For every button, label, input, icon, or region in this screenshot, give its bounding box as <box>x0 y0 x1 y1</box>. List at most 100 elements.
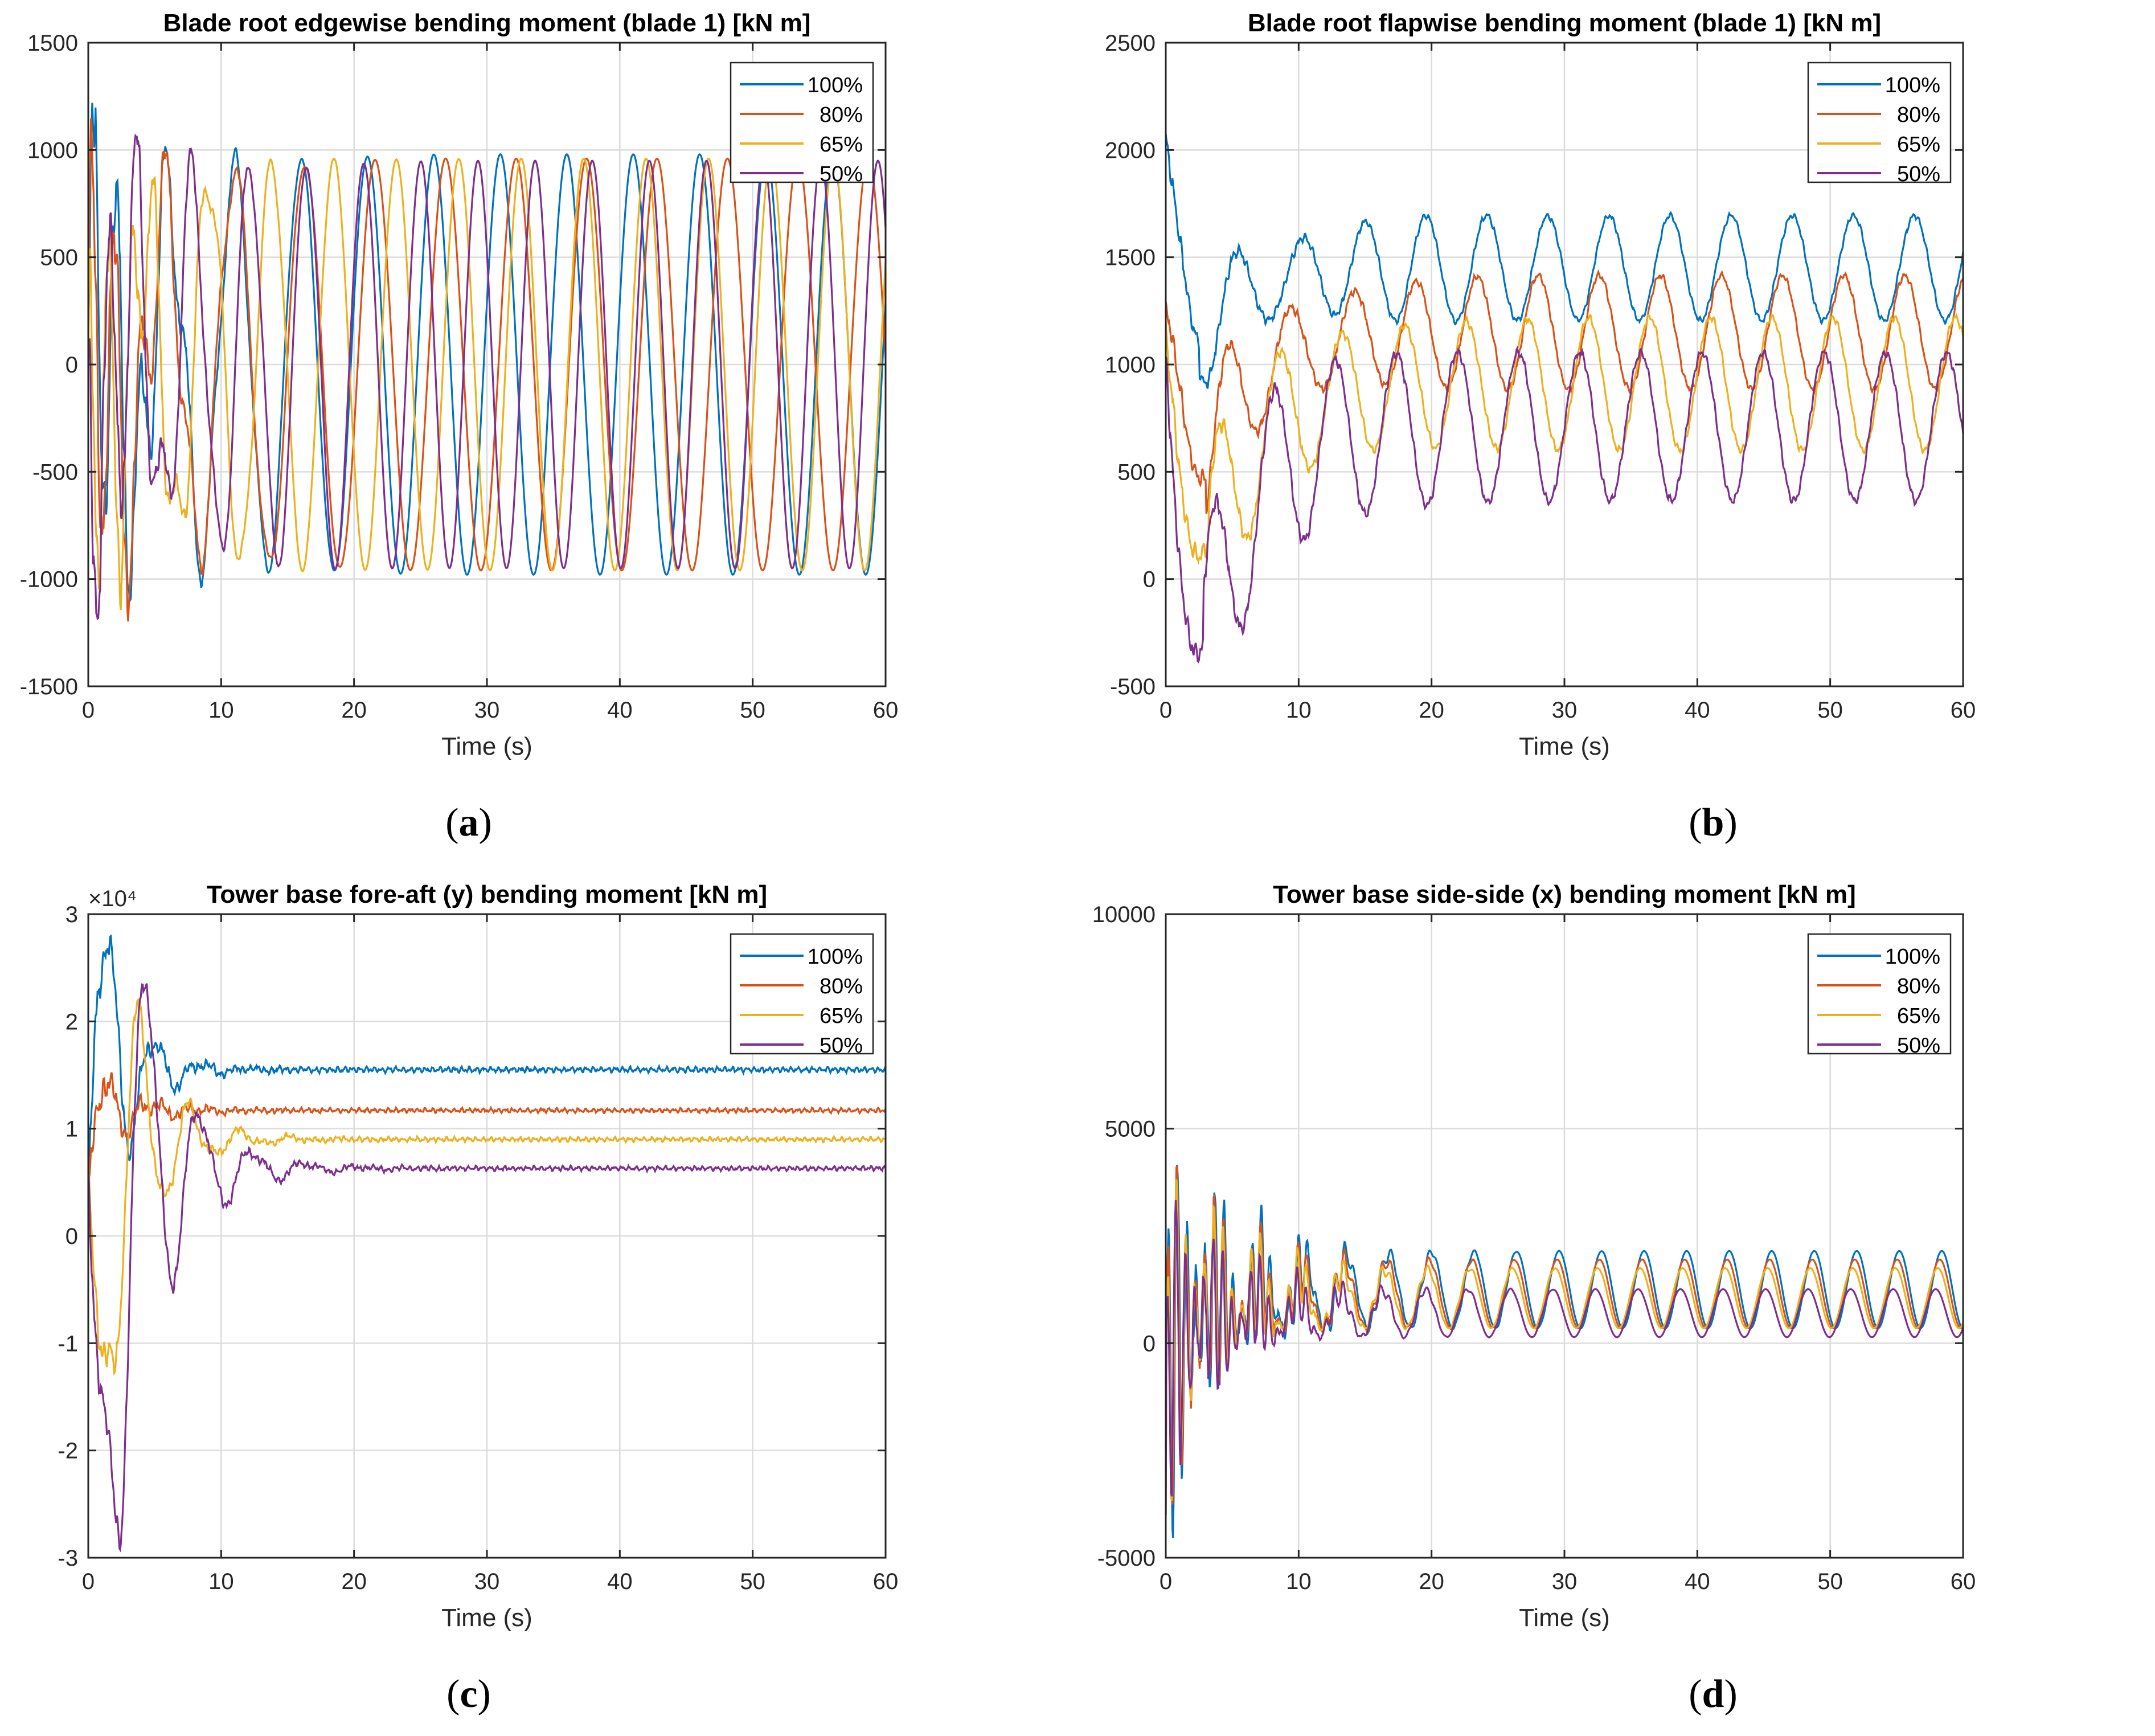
x-tick-label: 0 <box>82 1569 95 1594</box>
x-axis-label: Time (s) <box>1519 1604 1610 1632</box>
chart-c: 0 10 20 30 40 50 60 -3 -2 -1 0 1 2 3 ×10⁴ Tower base fo… <box>58 881 899 1632</box>
x-tick-label: 20 <box>1419 698 1444 723</box>
legend-box <box>730 933 874 1055</box>
chart-a: 0 10 20 30 40 50 60 -1500 -1000 -500 0 500 1000 1500 B… <box>20 9 899 760</box>
legend-label: 100% <box>1885 73 1940 97</box>
series-line-100pct <box>1166 134 1963 389</box>
series-line-50pct <box>1166 1199 1963 1515</box>
y-tick-label: 0 <box>65 1224 78 1249</box>
legend-label: 50% <box>1897 1034 1940 1058</box>
x-tick-label: 0 <box>1160 1569 1172 1594</box>
x-tick-label: 10 <box>208 1569 234 1594</box>
series-line-100pct <box>88 934 886 1201</box>
x-tick-label: 0 <box>1160 698 1172 723</box>
y-tick-label: 500 <box>1117 460 1156 485</box>
x-tick-label: 50 <box>740 698 765 723</box>
y-tick-label: 2 <box>65 1009 78 1034</box>
y-tick-label: 1500 <box>1105 245 1156 271</box>
x-tick-label: 0 <box>82 698 95 723</box>
y-tick-label: 2000 <box>1105 138 1156 163</box>
legend-label: 65% <box>820 1004 863 1028</box>
y-tick-label: 1000 <box>1105 353 1156 378</box>
legend-box <box>1807 933 1952 1055</box>
legend-box <box>730 62 874 183</box>
caption-b: (b) <box>1689 801 1738 845</box>
legend-label: 100% <box>1885 945 1940 969</box>
chart-title: Blade root flapwise bending moment (blad… <box>1248 9 1881 37</box>
chart-b: 0 10 20 30 40 50 60-50005001000150020002500Bla… <box>1105 9 1976 760</box>
y-tick-label: 3 <box>65 902 78 927</box>
x-tick-label: 20 <box>341 1569 367 1594</box>
x-tick-label: 30 <box>474 698 500 723</box>
y-tick-label: -2 <box>58 1439 78 1464</box>
y-tick-label: -1000 <box>20 567 78 592</box>
y-tick-label: 2500 <box>1105 31 1156 56</box>
caption-a: (a) <box>445 801 492 845</box>
legend-label: 100% <box>808 945 863 969</box>
x-tick-label: 50 <box>1817 698 1843 723</box>
y-tick-label: 500 <box>40 245 78 271</box>
series-line-65pct <box>1166 1179 1963 1515</box>
x-tick-label: 40 <box>607 698 633 723</box>
legend-label: 80% <box>1897 103 1940 127</box>
series-line-50pct <box>88 133 886 620</box>
y-tick-label: -500 <box>1110 674 1156 699</box>
y-tick-label: 1500 <box>27 31 78 56</box>
x-tick-label: 10 <box>208 698 234 723</box>
chart-title: Tower base fore-aft (y) bending moment [… <box>207 881 767 908</box>
x-axis-label: Time (s) <box>441 1604 532 1632</box>
y-tick-label: 0 <box>1143 567 1156 592</box>
x-tick-label: 60 <box>1951 698 1976 723</box>
series-line-65pct <box>88 997 886 1376</box>
legend-label: 65% <box>1897 133 1940 157</box>
x-tick-label: 40 <box>1685 1569 1710 1594</box>
x-tick-label: 40 <box>607 1569 633 1594</box>
x-axis-label: Time (s) <box>441 732 532 760</box>
y-tick-label: -1 <box>58 1331 78 1356</box>
x-tick-label: 60 <box>873 698 899 723</box>
x-tick-label: 60 <box>1951 1569 1976 1594</box>
x-tick-label: 60 <box>873 1569 899 1594</box>
y-tick-label: 0 <box>65 353 78 378</box>
y-tick-label: -1500 <box>20 674 78 699</box>
legend-label: 50% <box>1897 162 1940 186</box>
legend-label: 65% <box>820 133 863 157</box>
x-tick-label: 10 <box>1286 698 1312 723</box>
y-tick-label: 10000 <box>1092 902 1156 927</box>
legend-label: 50% <box>820 162 863 186</box>
y-tick-label: -3 <box>58 1546 78 1571</box>
x-tick-label: 50 <box>1817 1569 1843 1594</box>
y-tick-label: -5000 <box>1097 1546 1156 1571</box>
legend-label: 80% <box>820 975 863 998</box>
y-tick-label: 1000 <box>27 138 78 163</box>
legend-box <box>1807 62 1952 183</box>
series-line-65pct <box>88 157 886 611</box>
x-tick-label: 20 <box>341 698 367 723</box>
x-tick-label: 10 <box>1286 1569 1312 1594</box>
legend-label: 65% <box>1897 1004 1940 1028</box>
series-line-100pct <box>1166 1164 1963 1538</box>
series-line-80pct <box>88 1072 886 1192</box>
x-tick-label: 20 <box>1419 1569 1444 1594</box>
y-tick-label: 0 <box>1143 1331 1156 1356</box>
x-axis-label: Time (s) <box>1519 732 1610 760</box>
series-line-65pct <box>1166 313 1963 565</box>
legend-label: 80% <box>820 103 863 127</box>
series-line-50pct <box>1166 345 1963 664</box>
y-tick-label: 1 <box>65 1117 78 1142</box>
caption-d: (d) <box>1689 1672 1738 1716</box>
x-tick-label: 30 <box>1552 698 1578 723</box>
series-line-50pct <box>88 983 886 1553</box>
exponent-label: ×10⁴ <box>88 886 137 911</box>
legend-label: 80% <box>1897 975 1940 998</box>
x-tick-label: 30 <box>1552 1569 1578 1594</box>
legend-label: 100% <box>808 73 863 97</box>
caption-c: (c) <box>446 1672 491 1716</box>
chart-title: Tower base side-side (x) bending moment … <box>1273 881 1856 908</box>
x-tick-label: 40 <box>1685 698 1710 723</box>
series-line-80pct <box>1166 1165 1963 1515</box>
legend-label: 50% <box>820 1034 863 1058</box>
x-tick-label: 50 <box>740 1569 765 1594</box>
